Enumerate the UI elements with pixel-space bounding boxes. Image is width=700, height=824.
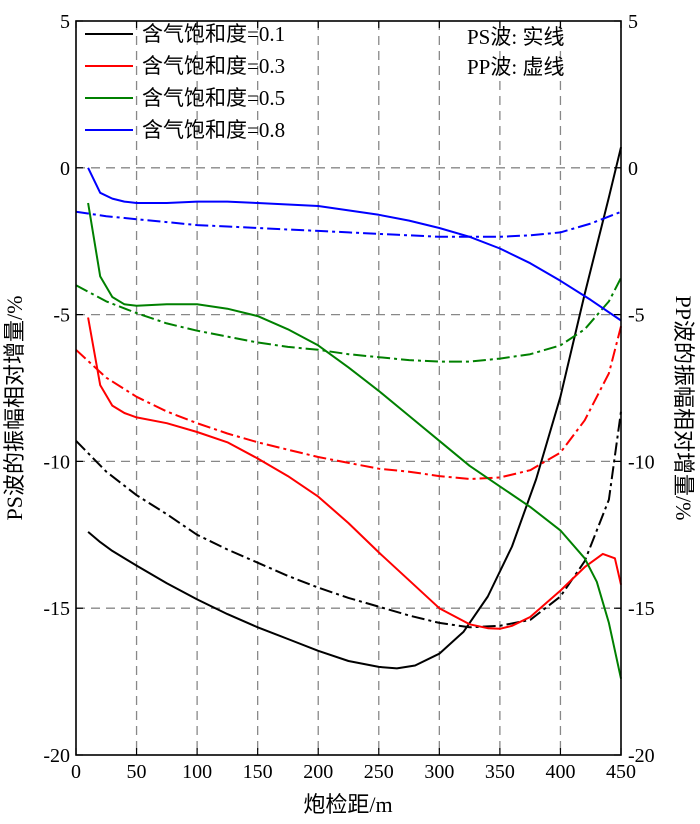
- y-tick-label-right: -5: [628, 305, 645, 327]
- x-tick-label: 450: [606, 761, 636, 783]
- series-group: [75, 146, 622, 679]
- legend-label: 含气饱和度=0.5: [142, 86, 285, 110]
- legend-label: 含气饱和度=0.1: [142, 22, 285, 46]
- y-tick-label-right: -20: [628, 745, 655, 767]
- series-4-pp-line: [75, 210, 622, 238]
- y-tick-label-right: 0: [628, 158, 638, 180]
- y-tick-label-left: -15: [43, 598, 70, 620]
- x-tick-label: 350: [485, 761, 515, 783]
- legend-label: 含气饱和度=0.8: [142, 118, 285, 142]
- x-tick-label: 100: [182, 761, 212, 783]
- legend-label: 含气饱和度=0.3: [142, 54, 285, 78]
- y-tick-label-left: 0: [60, 158, 70, 180]
- plot-frame: [75, 20, 622, 756]
- x-tick-label: 250: [364, 761, 394, 783]
- legend: 含气饱和度=0.1 含气饱和度=0.3 含气饱和度=0.5 含气饱和度=0.8: [85, 22, 285, 142]
- y-tick-label-left: 5: [60, 11, 70, 33]
- series-1-pp-line: [75, 411, 622, 629]
- x-tick-label: 50: [127, 761, 147, 783]
- x-tick-label: 0: [71, 761, 81, 783]
- grid: [76, 21, 621, 755]
- tick-labels: 0 50 100 150 200 250 300 350 400 450-20 -20-15 -15-…: [43, 11, 654, 783]
- y-tick-label-right: -15: [628, 598, 655, 620]
- x-tick-label: 150: [243, 761, 273, 783]
- series-3-ps-line: [87, 202, 622, 679]
- series-2-ps-line: [87, 317, 622, 630]
- line-style-note: PP波: 虚线: [467, 55, 564, 79]
- x-axis-title: 炮检距/m: [303, 792, 392, 817]
- x-tick-label: 200: [303, 761, 333, 783]
- notes: PS波: 实线 PP波: 虚线: [467, 25, 564, 79]
- y-tick-label-right: -10: [628, 451, 655, 473]
- y-tick-label-right: 5: [628, 11, 638, 33]
- y-tick-label-left: -20: [43, 745, 70, 767]
- x-tick-label: 300: [424, 761, 454, 783]
- y-tick-label-left: -5: [53, 305, 70, 327]
- series-2-pp-line: [75, 326, 622, 480]
- series-3-pp-line: [75, 277, 622, 363]
- series-4-ps-line: [87, 167, 622, 322]
- series-1-ps-line: [87, 146, 622, 670]
- y-axis-title-right: PP波的振幅相对增量/%: [671, 296, 696, 521]
- y-tick-label-left: -10: [43, 451, 70, 473]
- x-tick-label: 400: [545, 761, 575, 783]
- line-style-note: PS波: 实线: [467, 25, 564, 49]
- y-axis-title-left: PS波的振幅相对增量/%: [2, 296, 27, 521]
- ticks: [75, 20, 622, 756]
